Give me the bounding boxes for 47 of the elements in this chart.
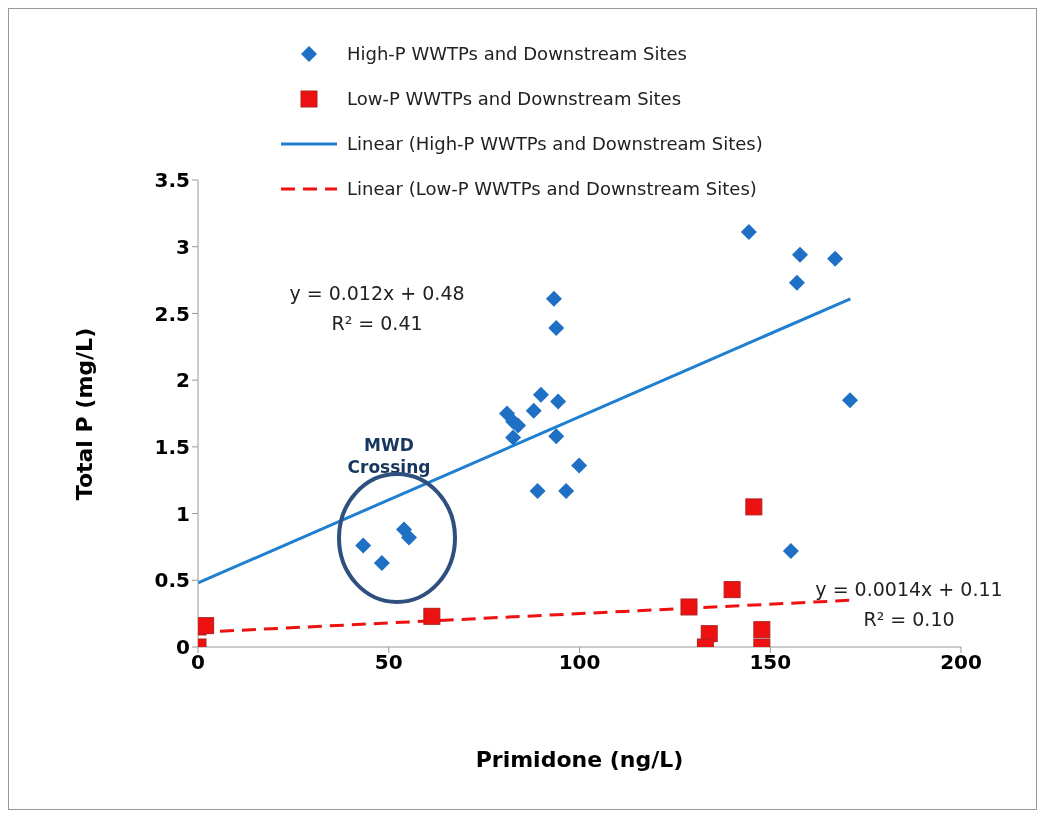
point bbox=[373, 554, 390, 571]
point bbox=[545, 290, 562, 307]
point bbox=[841, 392, 858, 409]
y-axis-title: Total P (mg/L) bbox=[71, 327, 97, 500]
y-tick-label: 1.5 bbox=[154, 434, 190, 459]
x-axis-title: Primidone (ng/L) bbox=[474, 747, 685, 772]
x-tick-label: 50 bbox=[374, 650, 403, 675]
point bbox=[782, 542, 799, 559]
point bbox=[827, 250, 844, 267]
y-tick-label: 2.5 bbox=[154, 301, 190, 326]
point bbox=[532, 386, 549, 403]
point bbox=[680, 598, 698, 616]
point bbox=[753, 621, 771, 639]
x-tick-label: 200 bbox=[940, 650, 982, 675]
annotation: y = 0.0014x + 0.11 bbox=[815, 577, 1003, 602]
y-tick-label: 1 bbox=[176, 501, 190, 526]
point bbox=[548, 428, 565, 445]
point bbox=[355, 537, 372, 554]
point bbox=[558, 482, 575, 499]
y-tick-label: 2 bbox=[176, 368, 190, 393]
x-tick-label: 100 bbox=[558, 650, 601, 675]
annotation: R² = 0.41 bbox=[331, 311, 423, 336]
point bbox=[740, 224, 757, 241]
annotation: R² = 0.10 bbox=[863, 607, 955, 632]
legend-label: Low-P WWTPs and Downstream Sites bbox=[347, 88, 682, 109]
x-tick-label: 150 bbox=[749, 650, 792, 675]
point bbox=[723, 581, 741, 599]
legend-label: High-P WWTPs and Downstream Sites bbox=[347, 43, 687, 64]
legend-label: Linear (High-P WWTPs and Downstream Sites) bbox=[347, 133, 763, 154]
annotation: MWD Crossing bbox=[346, 434, 432, 479]
point bbox=[550, 393, 567, 410]
point bbox=[423, 607, 441, 625]
y-tick-label: 0.5 bbox=[154, 568, 190, 593]
point bbox=[745, 498, 763, 516]
point bbox=[525, 402, 542, 419]
annotation: y = 0.012x + 0.48 bbox=[289, 281, 465, 306]
point bbox=[571, 457, 588, 474]
legend-label: Linear (Low-P WWTPs and Downstream Sites) bbox=[347, 178, 757, 199]
y-tick-label: 3 bbox=[176, 234, 190, 259]
point bbox=[198, 617, 215, 635]
point bbox=[788, 274, 805, 291]
point bbox=[400, 529, 417, 546]
point bbox=[529, 482, 546, 499]
point bbox=[505, 429, 522, 446]
point bbox=[792, 246, 809, 263]
point bbox=[548, 320, 565, 337]
y-tick-label: 3.5 bbox=[154, 168, 190, 193]
